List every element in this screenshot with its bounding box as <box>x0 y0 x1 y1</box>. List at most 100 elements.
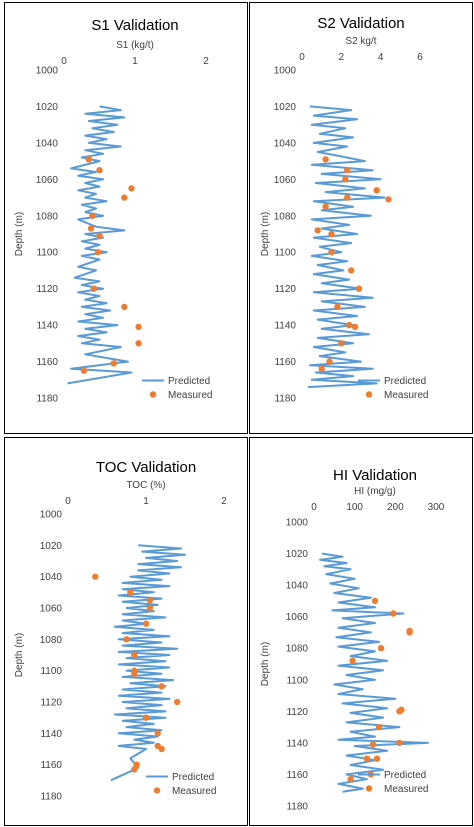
y-tick-label: 1060 <box>36 175 59 186</box>
measured-point <box>322 203 329 210</box>
measured-point <box>142 620 150 627</box>
chart-title: S2 Validation <box>317 15 404 32</box>
measured-point <box>121 194 128 201</box>
measured-point <box>348 267 355 274</box>
y-tick-label: 1140 <box>274 321 296 332</box>
measured-point <box>146 604 154 612</box>
y-tick-label: 1000 <box>36 66 59 77</box>
x-tick-label: 4 <box>378 52 384 63</box>
measured-point <box>127 589 134 596</box>
s1-validation-chart: S1 Validation S1 (kg/t) Depth (m) 0 1 2 1000 10… <box>10 8 238 418</box>
hi-validation-chart: HI Validation HI (mg/g) Depth (m) 0 100 200 30… <box>256 460 466 820</box>
y-tick-label: 1020 <box>274 102 297 113</box>
measured-point <box>347 776 354 783</box>
measured-point <box>128 185 135 192</box>
legend-dot-swatch <box>153 787 161 794</box>
x-tick-label: 0 <box>311 502 317 513</box>
legend-label: Predicted <box>384 376 426 387</box>
y-tick-label: 1040 <box>274 138 297 149</box>
y-tick-label: 1000 <box>286 518 309 529</box>
y-tick-label: 1060 <box>274 175 297 186</box>
measured-point <box>351 323 359 331</box>
y-tick-label: 1180 <box>286 802 308 813</box>
s2-validation-chart: S2 Validation S2 kg/t Depth (m) 0 2 4 6 1000 102… <box>256 8 466 418</box>
y-tick-label: 1040 <box>36 138 59 149</box>
measured-point <box>328 249 335 256</box>
x-tick-label: 2 <box>221 496 227 507</box>
y-tick-label: 1140 <box>36 321 58 332</box>
measured-point <box>322 156 329 163</box>
chart-title: TOC Validation <box>96 459 196 476</box>
chart-title: HI Validation <box>333 467 417 484</box>
measured-point <box>110 360 117 367</box>
measured-point <box>334 303 341 311</box>
predicted-series-line <box>110 544 186 782</box>
y-axis-label: Depth (m) <box>260 212 271 256</box>
y-tick-label: 1020 <box>286 549 309 560</box>
measured-point <box>131 670 138 677</box>
measured-point <box>396 739 403 747</box>
x-tick-label: 0 <box>61 56 67 67</box>
x-tick-label: 2 <box>203 56 209 67</box>
measured-point <box>135 323 142 331</box>
legend-dot-swatch <box>149 391 157 398</box>
measured-point <box>121 303 128 311</box>
x-tick-label: 200 <box>387 502 404 513</box>
y-tick-label: 1100 <box>274 248 296 259</box>
y-tick-label: 1020 <box>40 541 63 552</box>
y-tick-label: 1140 <box>40 729 62 740</box>
measured-point <box>96 167 103 174</box>
measured-point <box>96 232 103 239</box>
measured-point <box>92 573 99 580</box>
y-axis-label: Depth (m) <box>14 212 25 256</box>
legend-label: Measured <box>168 390 212 401</box>
x-tick-label: 6 <box>417 52 423 63</box>
measured-point <box>385 196 392 203</box>
y-tick-label: 1120 <box>286 707 308 718</box>
measured-point <box>342 176 349 183</box>
measured-point <box>87 225 95 232</box>
measured-point <box>396 708 403 715</box>
x-tick-label: 300 <box>428 502 445 513</box>
measured-point <box>363 755 371 762</box>
x-axis-label: S2 kg/t <box>345 36 376 47</box>
x-tick-label: 100 <box>346 502 363 513</box>
measured-point <box>154 730 161 737</box>
measured-point <box>146 597 154 604</box>
measured-point <box>142 714 150 721</box>
y-tick-label: 1160 <box>40 760 62 771</box>
measured-point <box>158 683 165 690</box>
measured-point <box>326 358 333 365</box>
predicted-series-line <box>319 552 429 793</box>
measured-point <box>328 230 335 238</box>
y-tick-label: 1160 <box>274 357 296 368</box>
y-tick-label: 1000 <box>274 66 297 77</box>
x-axis-label: HI (mg/g) <box>354 486 396 497</box>
y-tick-label: 1060 <box>286 612 309 623</box>
y-axis-label: Depth (m) <box>260 642 271 686</box>
y-tick-label: 1120 <box>40 698 62 709</box>
legend-dot-swatch <box>365 391 373 398</box>
measured-point <box>377 645 385 652</box>
predicted-series-line <box>307 105 386 389</box>
measured-point <box>346 321 353 329</box>
y-tick-label: 1100 <box>286 675 308 686</box>
legend-dot-swatch <box>365 785 373 792</box>
measured-point <box>85 156 93 163</box>
y-tick-label: 1180 <box>274 394 296 405</box>
measured-point <box>338 340 345 347</box>
measured-point <box>80 367 88 374</box>
x-tick-label: 2 <box>339 52 345 63</box>
y-tick-label: 1020 <box>36 102 59 113</box>
measured-point <box>94 249 102 256</box>
x-tick-label: 1 <box>143 496 149 507</box>
legend-label: Measured <box>384 784 428 795</box>
y-tick-label: 1080 <box>36 211 59 222</box>
y-tick-label: 1140 <box>286 738 308 749</box>
measured-point <box>375 723 383 731</box>
y-tick-label: 1100 <box>40 666 62 677</box>
x-tick-label: 0 <box>299 52 305 63</box>
x-tick-label: 1 <box>132 56 138 67</box>
y-axis-label: Depth (m) <box>14 633 25 677</box>
y-tick-label: 1120 <box>274 284 296 295</box>
